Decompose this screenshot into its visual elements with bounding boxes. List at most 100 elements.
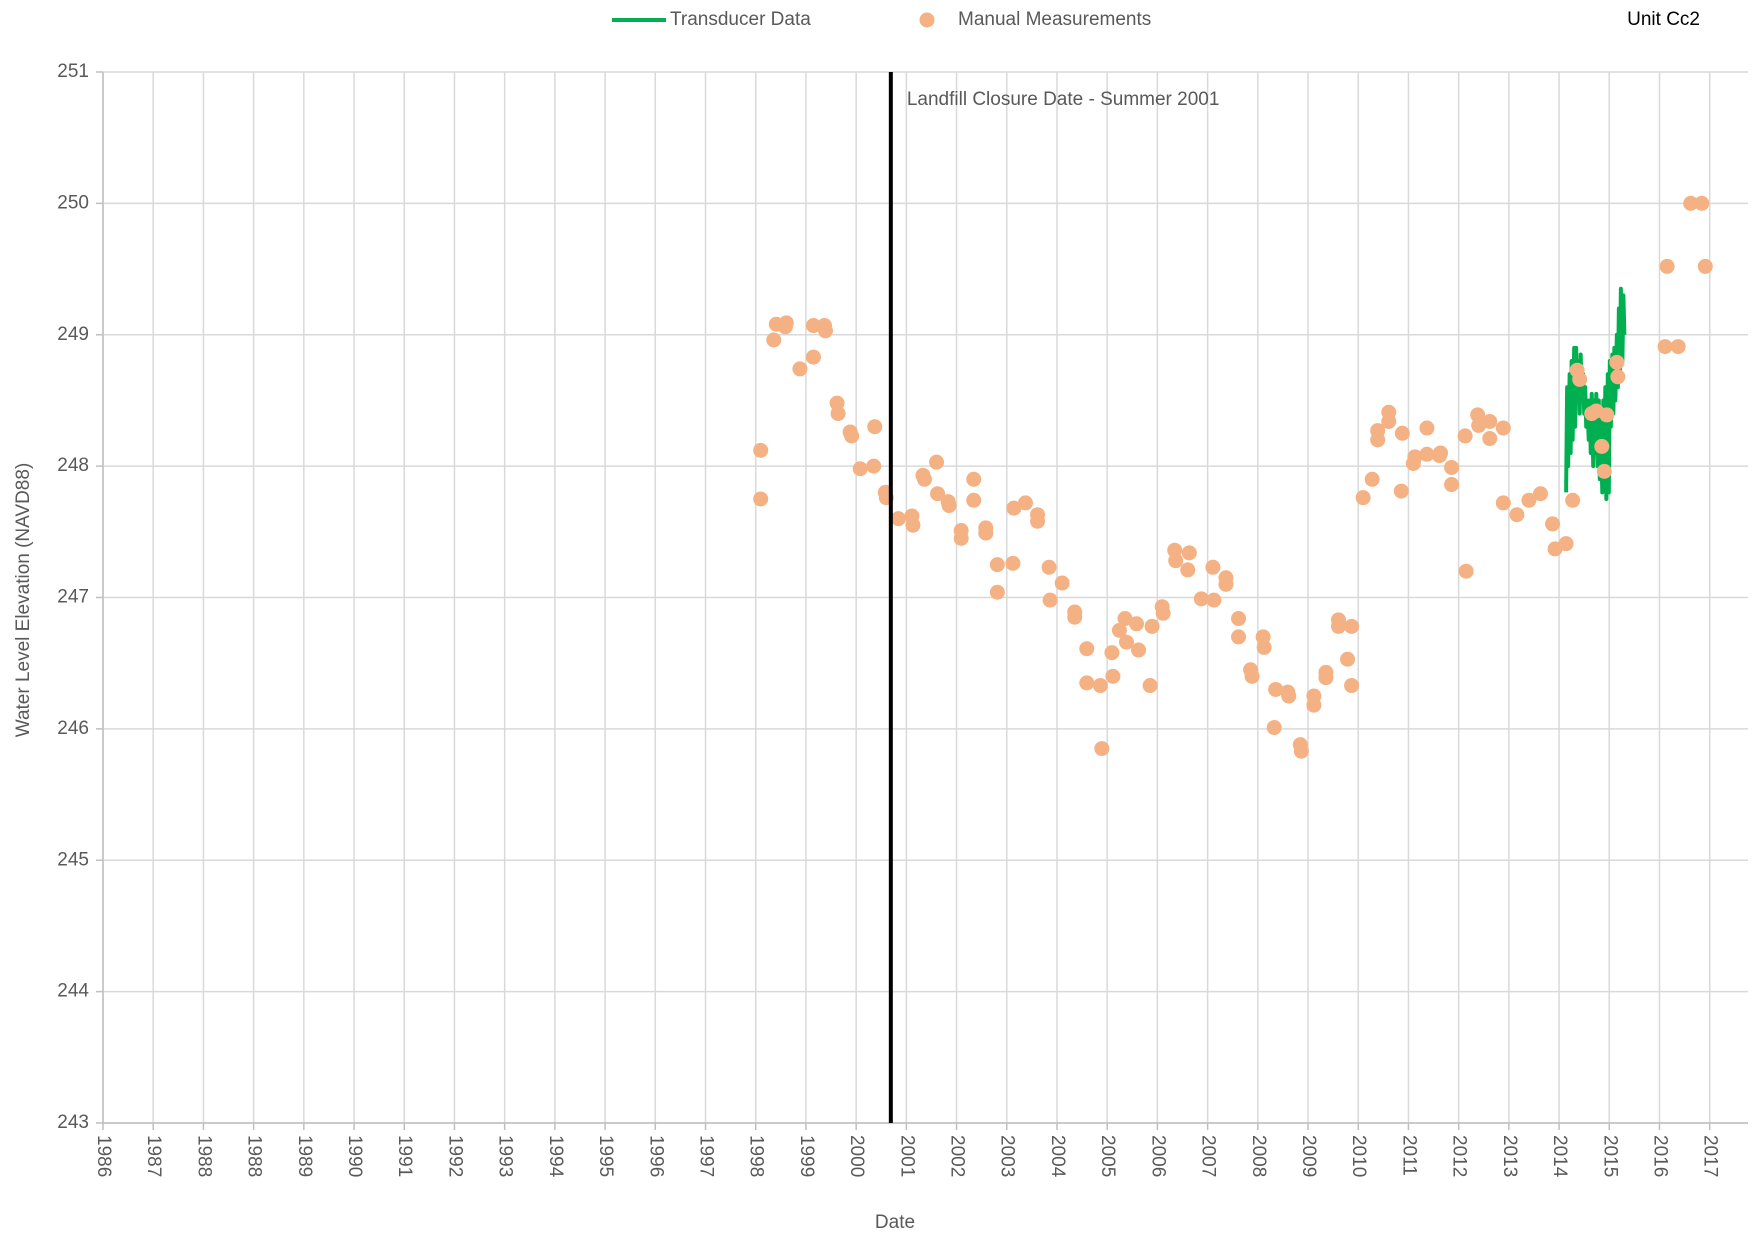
x-tick-label: 2012 — [1449, 1135, 1470, 1177]
x-tick-label: 2000 — [846, 1135, 867, 1177]
legend-label: Manual Measurements — [958, 9, 1151, 30]
measurement-point — [1458, 563, 1474, 579]
measurement-point — [1697, 258, 1713, 274]
x-tick-label: 1988 — [244, 1135, 265, 1177]
measurement-point — [1231, 611, 1247, 627]
measurement-point — [989, 557, 1005, 573]
legend-swatch — [919, 12, 935, 28]
measurement-point — [1545, 516, 1561, 532]
measurement-point — [1118, 634, 1134, 650]
measurement-point — [1306, 697, 1322, 713]
measurement-point — [1094, 741, 1110, 757]
y-tick-label: 250 — [57, 192, 89, 213]
x-tick-label: 1990 — [344, 1135, 365, 1177]
x-tick-label: 1991 — [394, 1135, 415, 1177]
y-tick-label: 246 — [57, 718, 89, 739]
measurement-point — [766, 332, 782, 348]
x-tick-label: 2006 — [1147, 1135, 1168, 1177]
measurement-point — [1281, 688, 1297, 704]
measurement-point — [1596, 463, 1612, 479]
measurement-point — [1558, 536, 1574, 552]
measurement-point — [1042, 592, 1058, 608]
measurement-point — [1131, 642, 1147, 658]
x-tick-label: 1998 — [746, 1135, 767, 1177]
measurement-point — [1006, 500, 1022, 516]
measurement-point — [1610, 369, 1626, 385]
x-tick-label: 2014 — [1549, 1135, 1570, 1178]
measurement-point — [953, 530, 969, 546]
measurement-point — [966, 492, 982, 508]
measurement-point — [844, 428, 860, 444]
x-tick-label: 2016 — [1649, 1135, 1670, 1177]
measurement-point — [805, 318, 821, 334]
measurement-point — [1495, 495, 1511, 511]
measurement-point — [929, 454, 945, 470]
measurement-point — [1340, 651, 1356, 667]
x-tick-label: 2017 — [1700, 1135, 1721, 1177]
x-tick-label: 1997 — [696, 1135, 717, 1177]
measurement-point — [941, 498, 957, 514]
measurement-point — [1344, 678, 1360, 694]
measurement-point — [1381, 413, 1397, 429]
measurement-point — [989, 584, 1005, 600]
x-tick-label: 1992 — [444, 1135, 465, 1177]
x-tick-label: 1986 — [93, 1135, 114, 1177]
measurement-point — [1005, 555, 1021, 571]
measurement-point — [1419, 446, 1435, 462]
measurement-point — [1683, 195, 1699, 211]
y-tick-label: 249 — [57, 324, 89, 345]
measurement-point — [1344, 618, 1360, 634]
x-tick-label: 1987 — [143, 1135, 164, 1177]
measurement-point — [1370, 432, 1386, 448]
x-tick-label: 2007 — [1198, 1135, 1219, 1177]
measurement-point — [1594, 438, 1610, 454]
measurement-point — [1433, 445, 1449, 461]
x-tick-label: 1988 — [193, 1135, 214, 1177]
measurement-point — [1244, 668, 1260, 684]
measurement-point — [1104, 645, 1120, 661]
measurement-point — [1407, 449, 1423, 465]
measurement-point — [867, 419, 883, 435]
measurement-point — [1067, 609, 1083, 625]
measurement-point — [1532, 486, 1548, 502]
measurement-point — [1206, 592, 1222, 608]
measurement-point — [818, 323, 834, 339]
x-tick-label: 2011 — [1398, 1135, 1419, 1176]
measurement-point — [1482, 413, 1498, 429]
measurement-point — [1659, 258, 1675, 274]
measurement-point — [1293, 743, 1309, 759]
y-tick-label: 243 — [57, 1112, 89, 1133]
measurement-point — [1111, 622, 1127, 638]
measurement-point — [1419, 420, 1435, 436]
measurement-point — [1266, 720, 1282, 736]
measurement-point — [1331, 618, 1347, 634]
chart-title: Unit Cc2 — [1627, 9, 1700, 30]
x-tick-label: 2009 — [1298, 1135, 1319, 1177]
measurement-point — [1694, 195, 1710, 211]
measurement-point — [866, 458, 882, 474]
x-tick-label: 1994 — [545, 1135, 566, 1178]
measurement-point — [753, 442, 769, 458]
x-tick-label: 2002 — [947, 1135, 968, 1177]
x-tick-label: 2008 — [1248, 1135, 1269, 1177]
measurement-point — [753, 491, 769, 507]
measurement-point — [1181, 545, 1197, 561]
measurement-point — [1521, 492, 1537, 508]
measurement-point — [1457, 428, 1473, 444]
measurement-point — [1129, 616, 1145, 632]
y-axis-title: Water Level Elevation (NAVD88) — [13, 463, 34, 738]
x-tick-label: 1995 — [595, 1135, 616, 1177]
measurement-point — [1155, 605, 1171, 621]
measurement-point — [1231, 629, 1247, 645]
measurement-point — [1117, 611, 1133, 627]
x-tick-label: 2010 — [1348, 1135, 1369, 1177]
measurement-point — [1144, 618, 1160, 634]
measurement-point — [1256, 639, 1272, 655]
measurement-point — [1495, 420, 1511, 436]
measurement-point — [1054, 575, 1070, 591]
measurement-point — [805, 349, 821, 365]
measurement-point — [830, 406, 846, 422]
measurement-point — [890, 511, 906, 527]
measurement-point — [1609, 354, 1625, 370]
